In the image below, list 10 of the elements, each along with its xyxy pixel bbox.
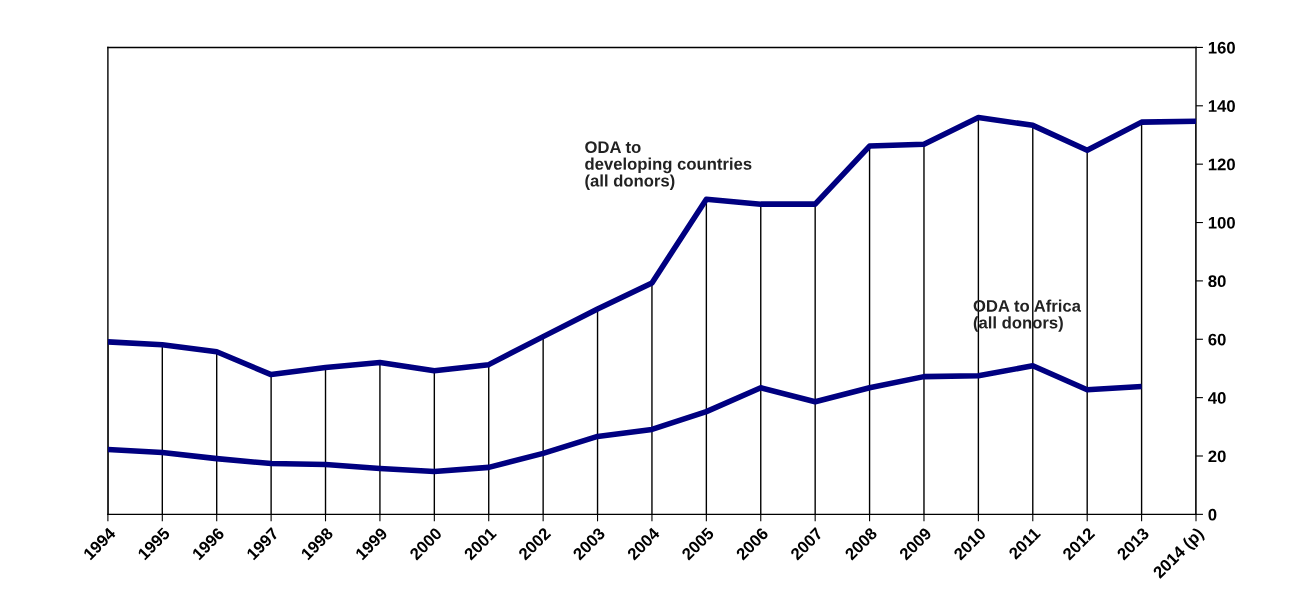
- y-tick-label: 60: [1208, 333, 1226, 346]
- series-label: ODA to developing countries (all donors): [585, 141, 752, 190]
- y-tick-label: 80: [1208, 275, 1226, 288]
- y-tick-label: 20: [1208, 450, 1226, 463]
- y-tick-label: 100: [1208, 216, 1235, 229]
- y-tick-label: 40: [1208, 392, 1226, 404]
- y-tick-label: 120: [1208, 158, 1235, 171]
- y-tick-label: 140: [1208, 100, 1235, 112]
- y-tick-label: 0: [1208, 508, 1217, 521]
- y-tick-label: 160: [1208, 41, 1235, 54]
